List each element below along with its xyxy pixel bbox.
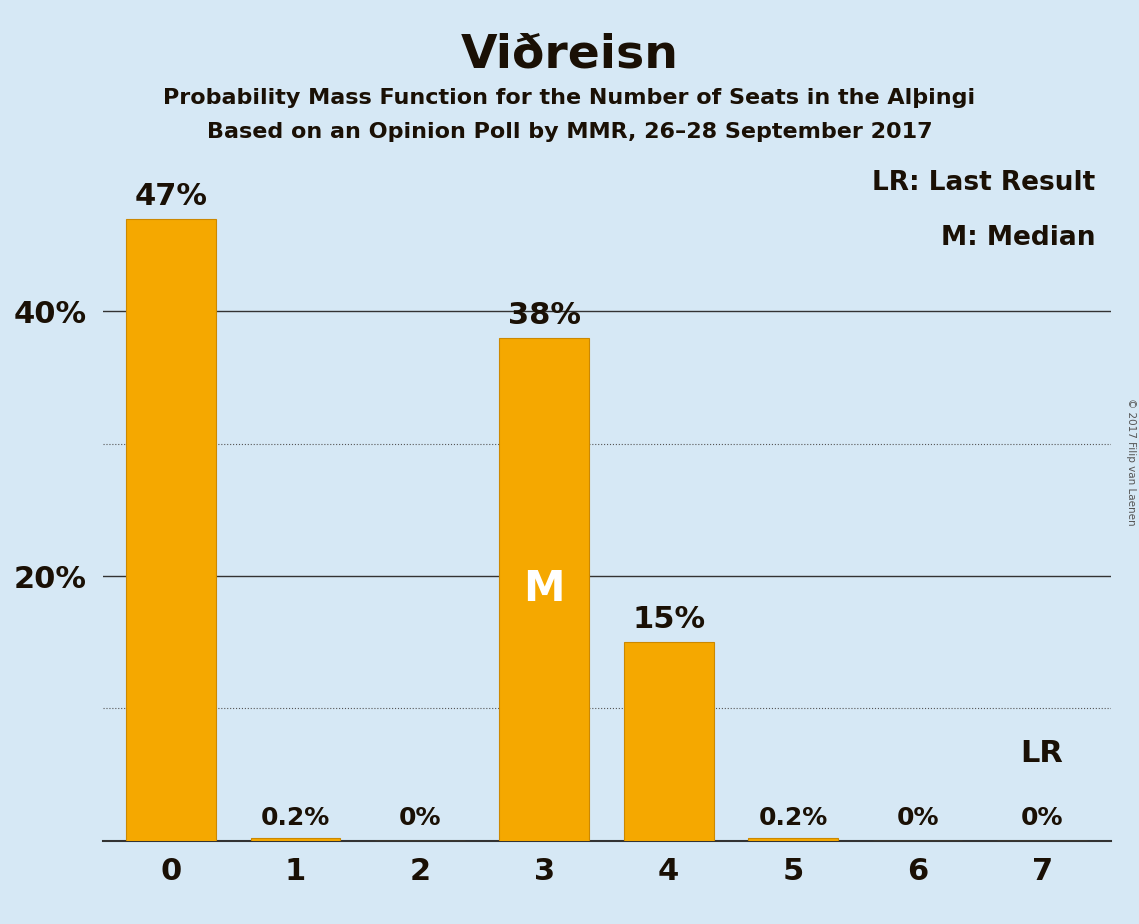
Bar [748,838,838,841]
Bar [624,642,713,841]
Bar [251,838,341,841]
Text: LR: LR [1021,739,1064,768]
Text: 0%: 0% [896,807,939,831]
Text: 47%: 47% [134,182,207,211]
Text: M: Median: M: Median [941,225,1096,250]
Text: Based on an Opinion Poll by MMR, 26–28 September 2017: Based on an Opinion Poll by MMR, 26–28 S… [206,122,933,142]
Text: LR: Last Result: LR: Last Result [872,170,1096,196]
Text: 0.2%: 0.2% [261,807,330,831]
Bar [500,338,589,841]
Text: Viðreisn: Viðreisn [460,32,679,78]
Text: 15%: 15% [632,605,705,634]
Text: M: M [524,568,565,611]
Text: © 2017 Filip van Laenen: © 2017 Filip van Laenen [1126,398,1136,526]
Bar [126,219,215,841]
Text: Probability Mass Function for the Number of Seats in the Alþingi: Probability Mass Function for the Number… [163,88,976,108]
Text: 38%: 38% [508,301,581,330]
Text: 0%: 0% [1021,807,1064,831]
Text: 0.2%: 0.2% [759,807,828,831]
Text: 0%: 0% [399,807,441,831]
